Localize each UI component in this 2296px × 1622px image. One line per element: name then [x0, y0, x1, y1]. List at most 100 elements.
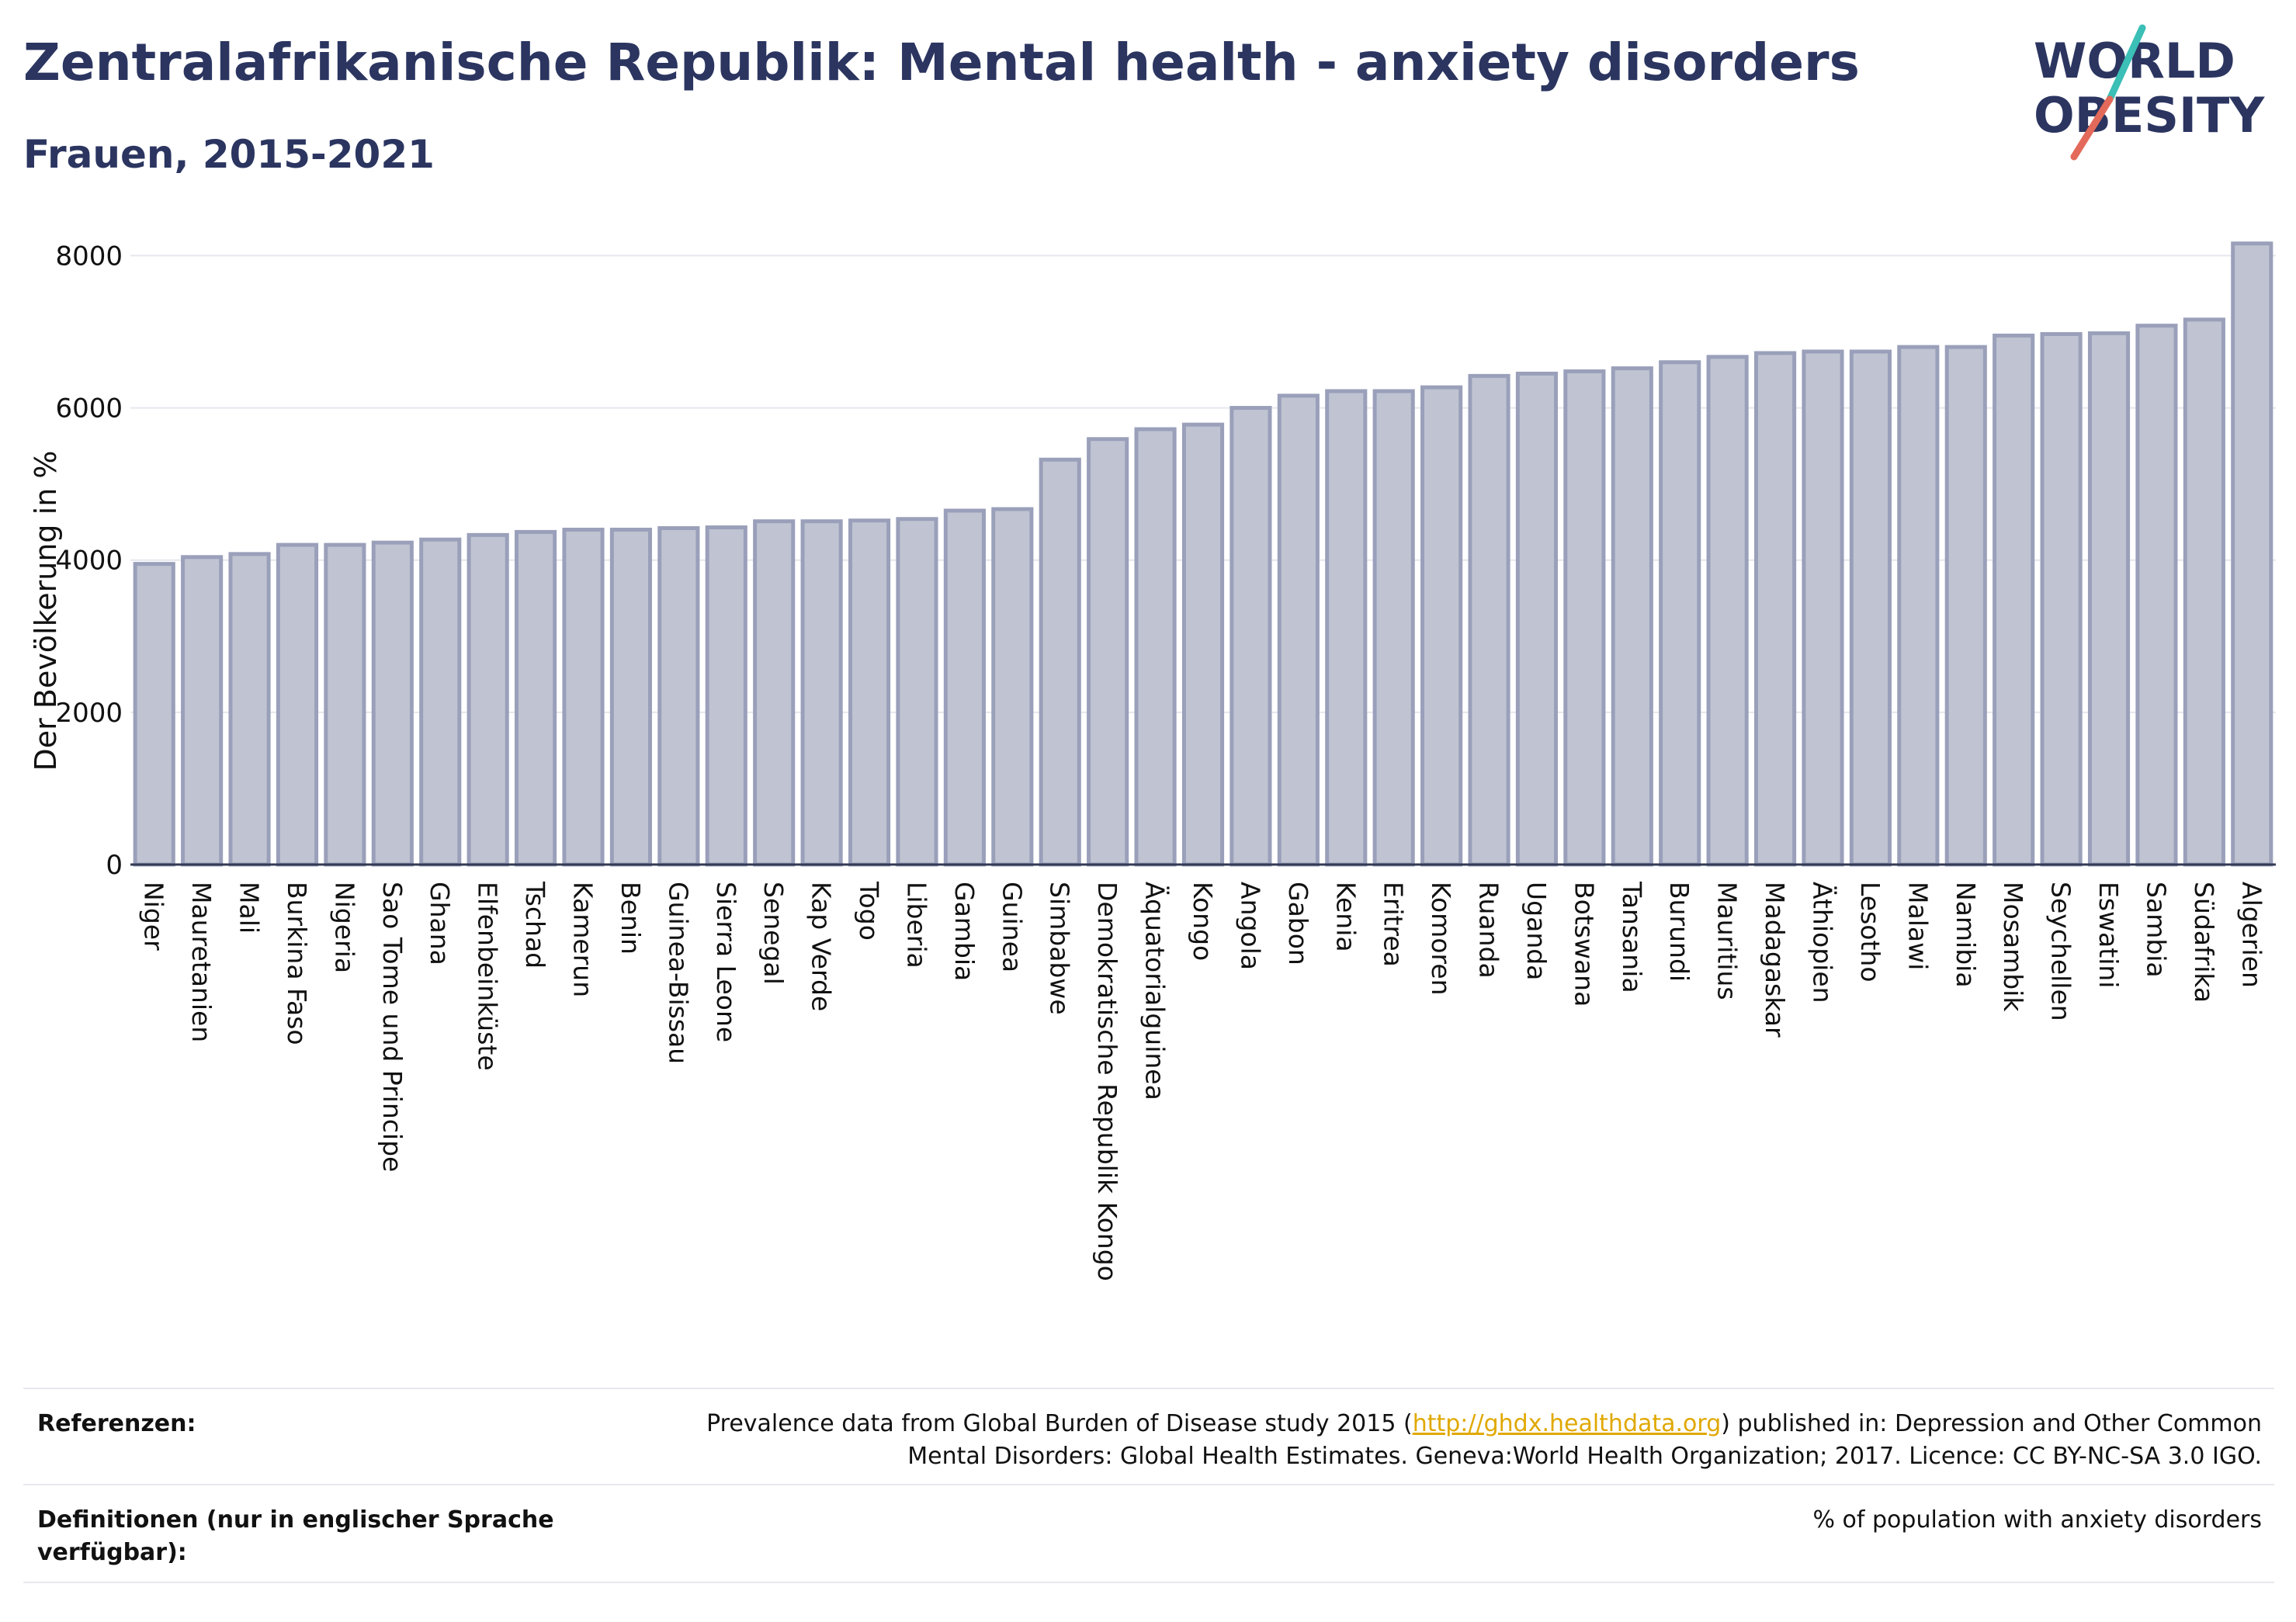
bar-32[interactable]	[1659, 360, 1701, 867]
x-tick-label: Südafrika	[2189, 882, 2219, 1003]
x-tick-label: Ruanda	[1474, 882, 1504, 979]
bar-43[interactable]	[2183, 317, 2225, 867]
chart-subtitle: Frauen, 2015-2021	[23, 132, 435, 177]
bar-17[interactable]	[943, 508, 986, 867]
bar-10[interactable]	[609, 527, 653, 867]
y-tick-label: 8000	[55, 241, 123, 272]
bar-5[interactable]	[371, 540, 414, 867]
x-tick-label: Madagaskar	[1760, 882, 1790, 1038]
y-tick-label: 2000	[55, 698, 123, 729]
y-tick-label: 0	[106, 850, 123, 881]
bar-41[interactable]	[2087, 331, 2131, 867]
x-tick-label: Demokratische Republik Kongo	[1092, 882, 1122, 1281]
bar-42[interactable]	[2135, 324, 2178, 867]
y-axis-label: Der Bevölkerung in %	[29, 451, 63, 771]
x-tick-label: Komoren	[1426, 882, 1456, 996]
bar-chart: 0 2000 4000 6000 8000 Niger Mauretanien Mali Bu…	[29, 241, 2276, 1281]
bar-1[interactable]	[181, 555, 224, 867]
bar-38[interactable]	[1944, 345, 1987, 867]
bar-34[interactable]	[1753, 351, 1797, 867]
bars	[133, 241, 2273, 867]
logo-slash-red	[2070, 95, 2114, 161]
bar-11[interactable]	[657, 526, 700, 867]
references-text-after: ) published in: Depression and Other Com…	[1721, 1410, 2262, 1437]
references-text-before: Prevalence data from Global Burden of Di…	[706, 1410, 1413, 1437]
bar-36[interactable]	[1849, 349, 1892, 867]
bar-4[interactable]	[324, 542, 366, 867]
x-tick-label: Äquatorialguinea	[1140, 882, 1171, 1100]
x-tick-label: Tschad	[520, 881, 550, 969]
x-tick-label: Burkina Faso	[282, 882, 312, 1045]
x-tick-label: Botswana	[1569, 882, 1599, 1007]
x-tick-label: Tansania	[1617, 881, 1647, 993]
x-tick-label: Algerien	[2236, 882, 2267, 988]
x-tick-label: Niger	[139, 882, 169, 951]
bar-27[interactable]	[1420, 385, 1463, 867]
x-tick-label: Guinea	[997, 882, 1027, 972]
y-tick-label: 4000	[55, 546, 123, 577]
x-tick-label: Sambia	[2141, 882, 2171, 978]
bar-3[interactable]	[276, 542, 319, 867]
x-tick-label: Gambia	[949, 882, 980, 981]
definitions-label-line-1: Definitionen (nur in englischer Sprache	[37, 1506, 554, 1534]
bar-16[interactable]	[896, 517, 938, 867]
bar-33[interactable]	[1706, 355, 1749, 867]
bar-23[interactable]	[1230, 406, 1272, 867]
x-tick-label: Burundi	[1664, 882, 1694, 982]
references-line-2: Mental Disorders: Global Health Estimate…	[907, 1443, 2262, 1470]
bar-44[interactable]	[2231, 241, 2273, 867]
bar-19[interactable]	[1039, 457, 1081, 867]
x-tick-label: Mosambik	[1998, 882, 2028, 1012]
bar-14[interactable]	[800, 519, 843, 867]
x-tick-label: Angola	[1235, 882, 1265, 970]
x-tick-label: Ghana	[425, 882, 455, 965]
definitions-label: Definitionen (nur in englischer Sprache …	[37, 1504, 554, 1569]
references-row: Referenzen: Prevalence data from Global …	[23, 1388, 2274, 1485]
x-tick-label: Malawi	[1902, 882, 1933, 970]
bar-12[interactable]	[705, 525, 747, 867]
bar-18[interactable]	[991, 507, 1034, 867]
bar-21[interactable]	[1134, 427, 1177, 867]
x-tick-label: Mauritius	[1712, 882, 1743, 1000]
x-tick-label: Lesotho	[1855, 882, 1885, 983]
x-tick-label: Nigeria	[329, 882, 359, 973]
bar-13[interactable]	[753, 519, 796, 867]
references-link[interactable]: http://ghdx.healthdata.org	[1412, 1410, 1722, 1437]
references-label: Referenzen:	[37, 1410, 196, 1437]
x-tick-label: Gabon	[1283, 882, 1313, 965]
references-text: Prevalence data from Global Burden of Di…	[706, 1408, 2262, 1473]
x-tick-labels: Niger Mauretanien Mali Burkina Faso Nigeria S…	[139, 881, 2267, 1281]
bar-35[interactable]	[1802, 349, 1844, 867]
bar-28[interactable]	[1468, 373, 1510, 867]
bar-6[interactable]	[419, 537, 462, 867]
bar-20[interactable]	[1087, 437, 1129, 867]
bar-15[interactable]	[848, 518, 891, 867]
bar-30[interactable]	[1563, 369, 1606, 867]
x-tick-label: Liberia	[901, 882, 931, 969]
chart-title: Zentralafrikanische Republik: Mental hea…	[23, 33, 1860, 92]
logo-text-obesity: OBESITY	[2034, 87, 2265, 144]
x-tick-label: Kamerun	[568, 882, 598, 997]
x-tick-label: Seychellen	[2046, 882, 2076, 1021]
bar-39[interactable]	[1993, 333, 2035, 867]
bar-22[interactable]	[1181, 422, 1225, 867]
x-tick-label: Kenia	[1330, 882, 1361, 952]
bar-24[interactable]	[1277, 393, 1320, 867]
x-tick-label: Äthiopien	[1807, 882, 1837, 1003]
bar-37[interactable]	[1897, 345, 1940, 867]
bar-25[interactable]	[1325, 389, 1368, 867]
definitions-row: Definitionen (nur in englischer Sprache …	[23, 1484, 2274, 1583]
bar-26[interactable]	[1372, 389, 1415, 867]
bar-7[interactable]	[466, 532, 509, 867]
bar-29[interactable]	[1515, 371, 1559, 867]
bar-0[interactable]	[133, 562, 175, 867]
x-tick-label: Kongo	[1188, 882, 1218, 961]
x-tick-label: Elfenbeinküste	[473, 882, 503, 1071]
bar-9[interactable]	[562, 527, 605, 867]
bar-40[interactable]	[2040, 331, 2083, 867]
bar-31[interactable]	[1611, 366, 1653, 867]
bar-8[interactable]	[515, 529, 557, 867]
x-tick-label: Senegal	[758, 882, 789, 985]
bar-2[interactable]	[228, 552, 271, 867]
x-tick-label: Guinea-Bissau	[663, 882, 693, 1064]
